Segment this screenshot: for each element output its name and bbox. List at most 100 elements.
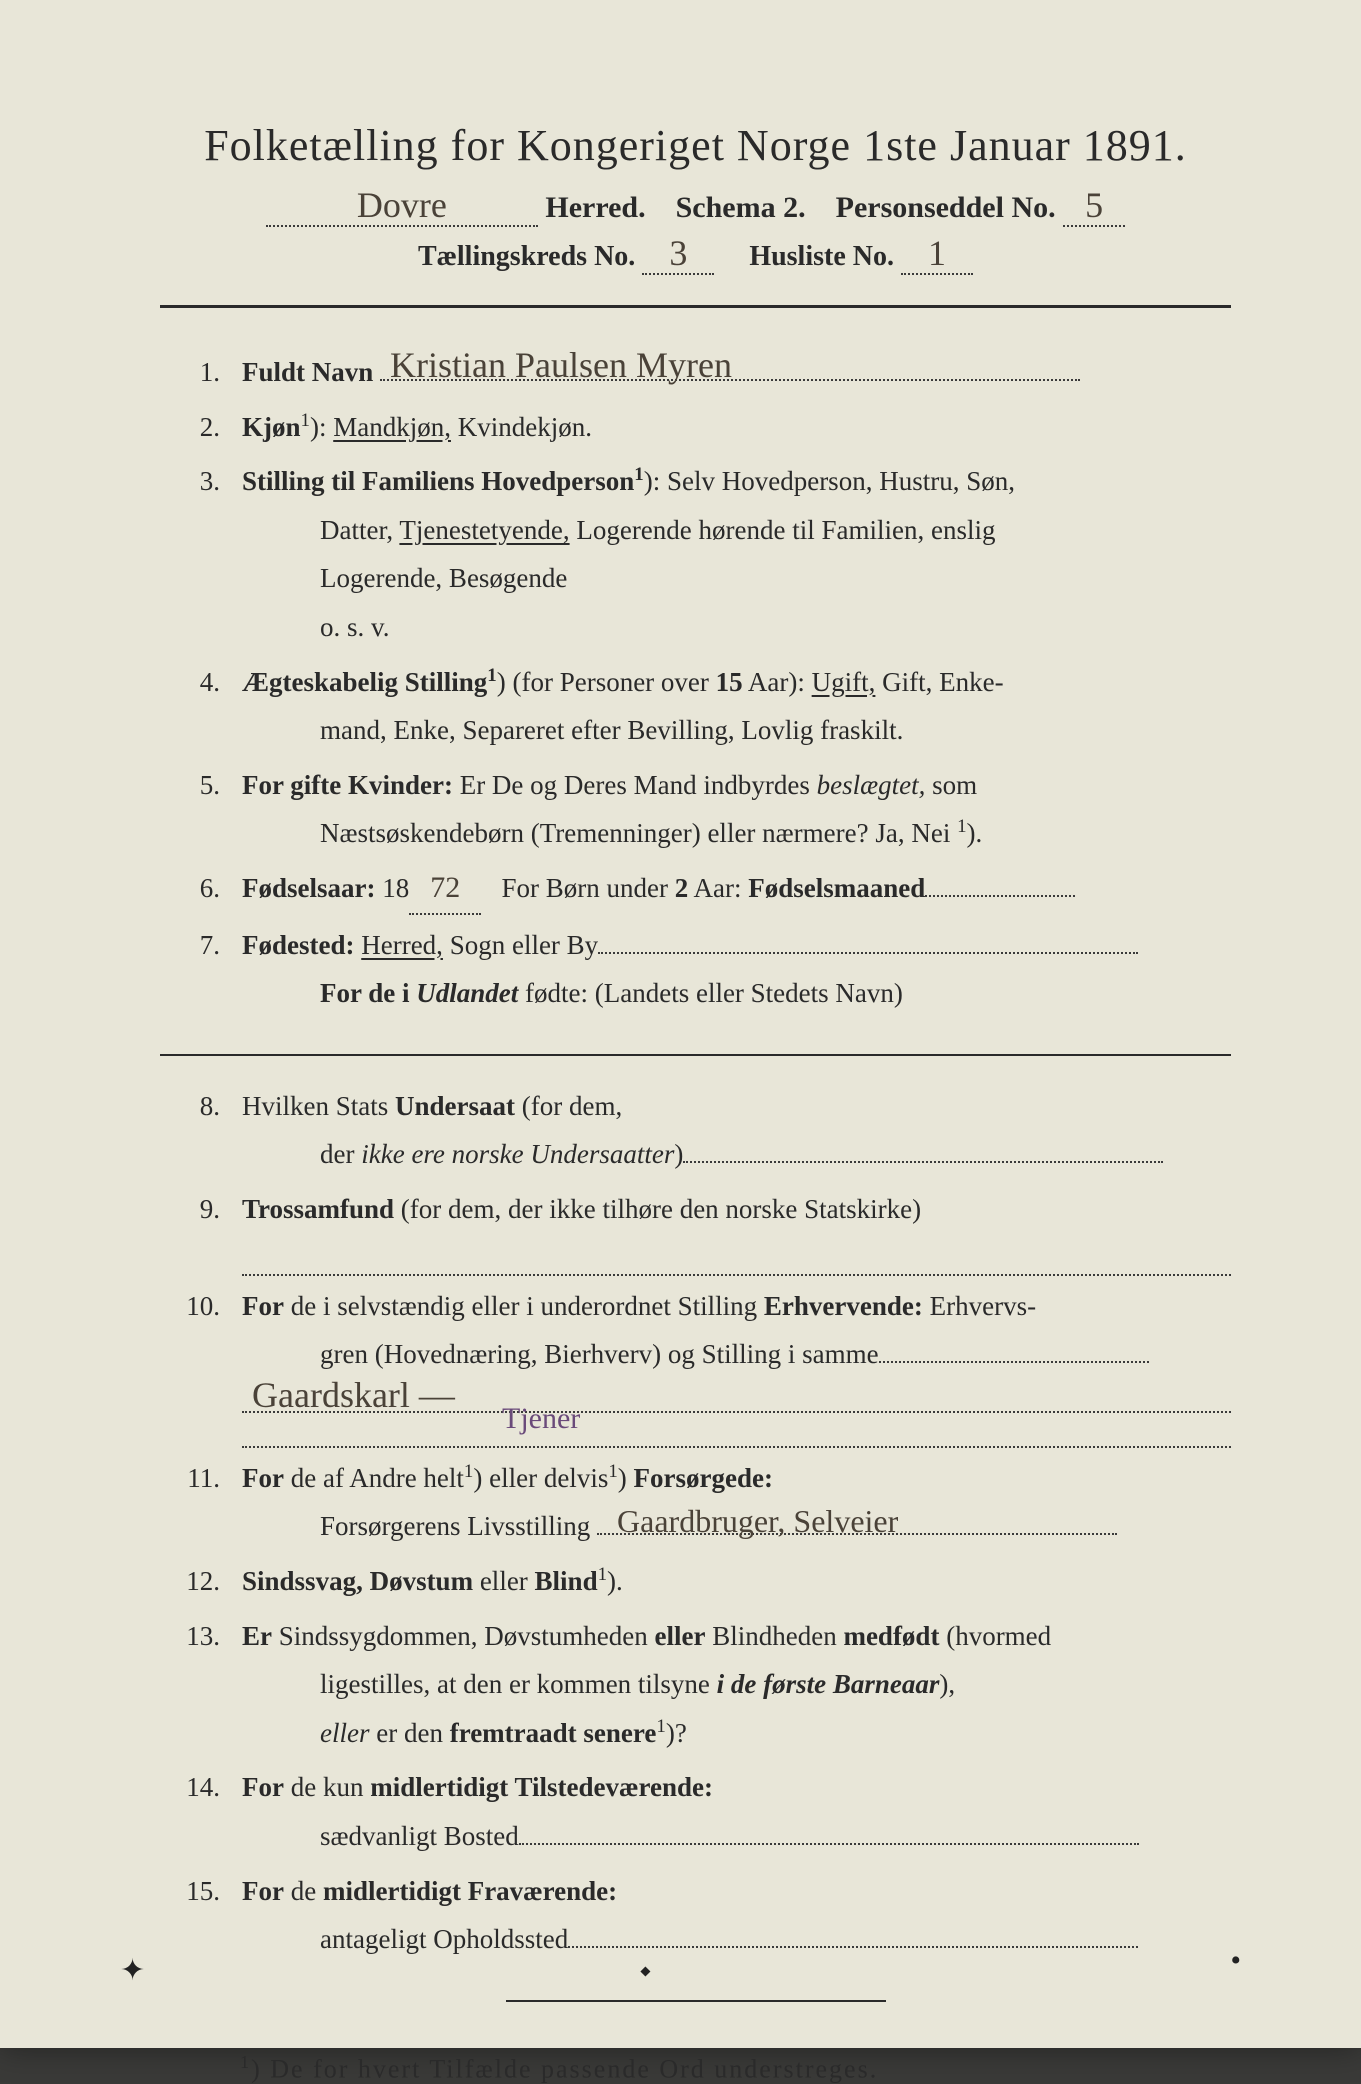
herred-label: Herred. <box>545 191 645 224</box>
text: Hvilken Stats <box>242 1091 395 1121</box>
label-sindssvag: Sindssvag, Døvstum <box>242 1566 473 1596</box>
tail3: (hvormed <box>939 1621 1051 1651</box>
sup-1: 1 <box>464 1461 473 1482</box>
tail3: ). <box>967 818 983 848</box>
line2a: der <box>320 1139 361 1169</box>
item-num: 5. <box>160 761 242 858</box>
line2b: ), <box>939 1669 955 1699</box>
bold-undersaat: Undersaat <box>395 1091 515 1121</box>
bold-blind: Blind <box>535 1566 598 1596</box>
opt-mandkjon: Mandkjøn, <box>333 412 451 442</box>
kreds-field: 3 <box>642 237 714 275</box>
tail: de af Andre helt <box>284 1463 464 1493</box>
item-13: 13. Er Sindssygdommen, Døvstumheden elle… <box>160 1612 1231 1758</box>
pin-icon: • <box>1230 1944 1241 1978</box>
herred-value: Dovre <box>357 189 447 221</box>
item-body: Sindssvag, Døvstum eller Blind1). <box>242 1557 1231 1606</box>
line2b: ) <box>674 1139 683 1169</box>
item-num: 8. <box>160 1082 242 1179</box>
tail: Sindssygdommen, Døvstumheden <box>272 1621 655 1651</box>
year-field: 72 <box>409 864 481 915</box>
line2-field <box>879 1361 1149 1363</box>
name-field: Kristian Paulsen Myren <box>380 379 1080 381</box>
item-num: 10. <box>160 1282 242 1448</box>
item-num: 1. <box>160 348 242 397</box>
opt-tjenestetyende: Tjenestetyende, <box>399 515 569 545</box>
tail: ) (for Personer over <box>497 667 716 697</box>
sup-1: 1 <box>957 816 966 837</box>
item-7: 7. Fødested: Herred, Sogn eller By For d… <box>160 921 1231 1018</box>
italic-ikke-norske: ikke ere norske Undersaatter <box>361 1139 674 1169</box>
label-aegteskab: Ægteskabelig Stilling <box>242 667 487 697</box>
month-field <box>925 895 1075 897</box>
item-body: For de midlertidigt Fraværende: antageli… <box>242 1867 1231 1964</box>
tail3: Gift, Enke- <box>875 667 1003 697</box>
item-body: Fødselsaar: 1872 For Børn under 2 Aar: F… <box>242 864 1231 915</box>
item-body: Trossamfund (for dem, der ikke tilhøre d… <box>242 1185 1231 1276</box>
line2: Datter, Tjenestetyende, Logerende hørend… <box>242 506 1231 555</box>
item-5: 5. For gifte Kvinder: Er De og Deres Man… <box>160 761 1231 858</box>
item-num: 9. <box>160 1185 242 1276</box>
item-num: 15. <box>160 1867 242 1964</box>
item-body: Hvilken Stats Undersaat (for dem, der ik… <box>242 1082 1231 1179</box>
line3: eller er den fremtraadt senere1)? <box>242 1709 1231 1758</box>
line3: Logerende, Besøgende <box>242 554 1231 603</box>
item-10: 10. For de i selvstændig eller i underor… <box>160 1282 1231 1448</box>
name-value: Kristian Paulsen Myren <box>390 349 732 381</box>
census-form-page: Folketælling for Kongeriget Norge 1ste J… <box>0 0 1361 2048</box>
line2-text: gren (Hovednæring, Bierhverv) og Stillin… <box>320 1339 879 1369</box>
line2: antageligt Opholdssted <box>242 1915 1231 1964</box>
label-gifte-kvinder: For gifte Kvinder: <box>242 770 453 800</box>
divider-top <box>160 305 1231 308</box>
sup-1: 1 <box>487 665 496 686</box>
tail2: Erhvervs- <box>923 1291 1036 1321</box>
tail2: ) eller delvis <box>473 1463 608 1493</box>
divider-mid <box>160 1054 1231 1056</box>
italic-barneaar: i de første Barneaar <box>717 1669 940 1699</box>
tail: ): Selv Hovedperson, Hustru, Søn, <box>644 466 1015 496</box>
item-body: For de af Andre helt1) eller delvis1) Fo… <box>242 1454 1231 1551</box>
line2-text: Næstsøskendebørn (Tremenninger) eller næ… <box>320 818 957 848</box>
personseddel-field: 5 <box>1063 189 1125 227</box>
line3c: )? <box>666 1718 687 1748</box>
line2a: Datter, <box>320 515 399 545</box>
line4: o. s. v. <box>242 603 1231 652</box>
opt-kvindekjon: Kvindekjøn. <box>458 412 592 442</box>
tail3: ) <box>618 1463 634 1493</box>
line2a: For de i <box>320 978 416 1008</box>
occupation-value-2: Tjener <box>502 1392 580 1446</box>
item-body: Er Sindssygdommen, Døvstumheden eller Bl… <box>242 1612 1231 1758</box>
item-num: 12. <box>160 1557 242 1606</box>
sup-1: 1 <box>634 464 643 485</box>
item-2: 2. Kjøn1): Mandkjøn, Kvindekjøn. <box>160 403 1231 452</box>
italic-beslaegtet: beslægtet, <box>817 770 926 800</box>
bold-15: 15 <box>716 667 743 697</box>
line2: Næstsøskendebørn (Tremenninger) eller næ… <box>242 809 1231 858</box>
line2: gren (Hovednæring, Bierhverv) og Stillin… <box>242 1330 1231 1379</box>
item-body: Kjøn1): Mandkjøn, Kvindekjøn. <box>242 403 1231 452</box>
bold-fremtraadt: fremtraadt senere <box>450 1718 657 1748</box>
tail: (for dem, <box>515 1091 622 1121</box>
personseddel-value: 5 <box>1085 189 1103 221</box>
bold-eller: eller <box>655 1621 706 1651</box>
bold-for: For <box>242 1876 284 1906</box>
footnote: 1) De for hvert Tilfælde passende Ord un… <box>160 2052 1231 2084</box>
item-4: 4. Ægteskabelig Stilling1) (for Personer… <box>160 658 1231 755</box>
label-fodselsaar: Fødselsaar: <box>242 873 375 903</box>
item-11: 11. For de af Andre helt1) eller delvis1… <box>160 1454 1231 1551</box>
item-num: 4. <box>160 658 242 755</box>
personseddel-label: Personseddel No. <box>836 191 1056 224</box>
line2: der ikke ere norske Undersaatter) <box>242 1130 1231 1179</box>
tail2: Blindheden <box>705 1621 843 1651</box>
line3b: er den <box>369 1718 449 1748</box>
occupation-line-2: Tjener <box>242 1413 1231 1447</box>
opt-herred: Herred, <box>361 930 443 960</box>
header-line-1: Dovre Herred. Schema 2. Personseddel No.… <box>160 189 1231 227</box>
item-body: For de i selvstændig eller i underordnet… <box>242 1282 1231 1448</box>
kreds-label: Tællingskreds No. <box>418 241 635 272</box>
opholdssted-field <box>568 1946 1138 1948</box>
husliste-field: 1 <box>901 237 973 275</box>
label-kjon: Kjøn <box>242 412 301 442</box>
divider-bottom <box>506 2000 886 2002</box>
husliste-label: Husliste No. <box>749 241 894 272</box>
